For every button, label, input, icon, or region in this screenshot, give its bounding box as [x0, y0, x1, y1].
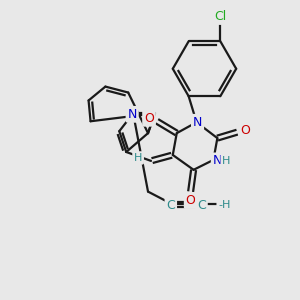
Text: -H: -H	[218, 200, 230, 211]
Text: N: N	[213, 154, 222, 167]
Text: H: H	[134, 153, 142, 163]
Text: H: H	[222, 156, 230, 166]
Text: N: N	[193, 116, 202, 129]
Text: N: N	[128, 108, 137, 121]
Text: Cl: Cl	[214, 10, 226, 23]
Text: C: C	[167, 199, 175, 212]
Text: C: C	[197, 199, 206, 212]
Text: O: O	[186, 194, 196, 207]
Text: O: O	[240, 124, 250, 137]
Text: O: O	[144, 112, 154, 125]
